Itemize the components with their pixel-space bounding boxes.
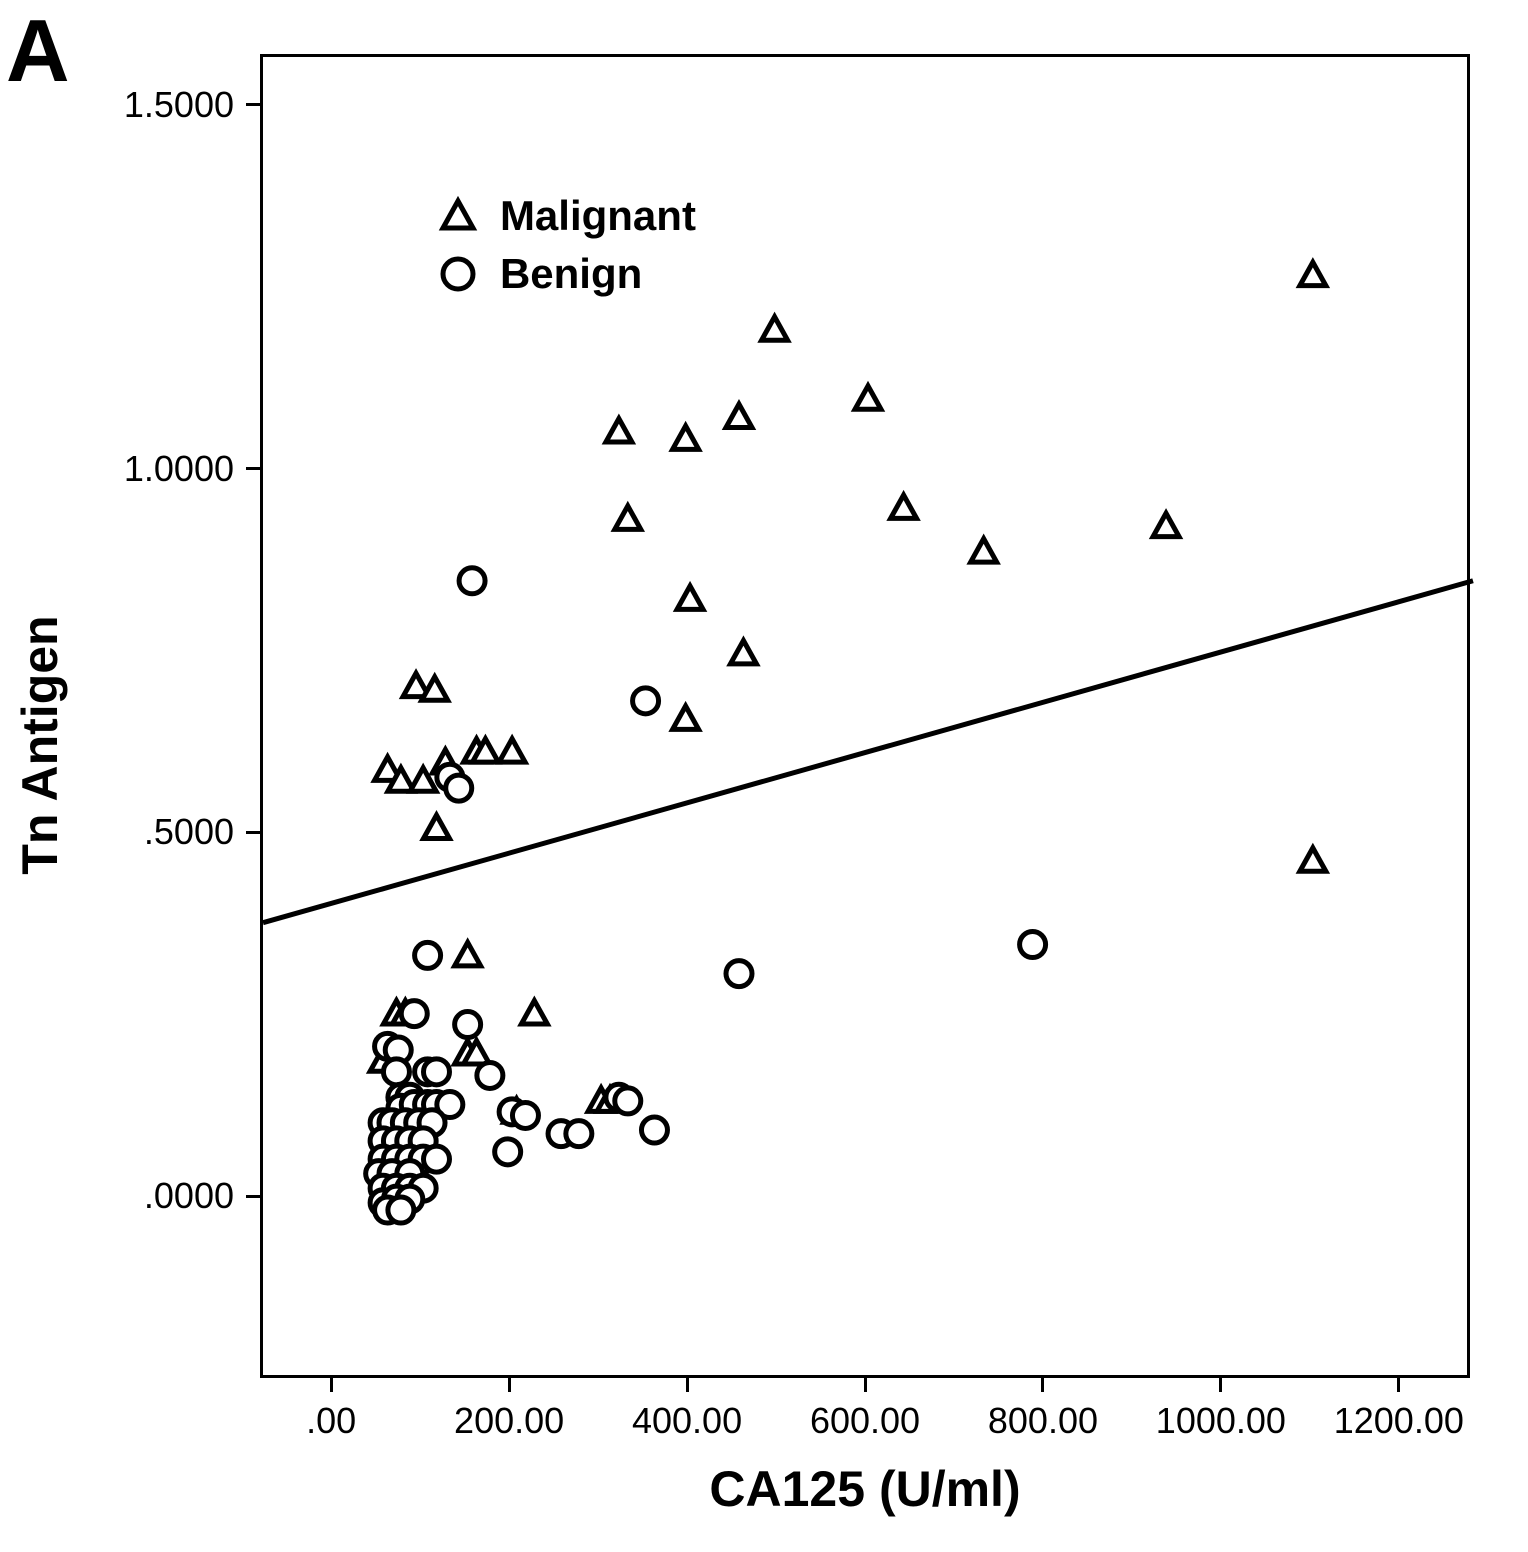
point-malignant (673, 706, 699, 729)
y-tick (246, 1195, 260, 1198)
point-malignant (726, 404, 752, 427)
point-benign (401, 1001, 427, 1027)
point-malignant (677, 586, 703, 609)
point-malignant (606, 419, 632, 442)
point-benign (388, 1197, 414, 1223)
point-malignant (891, 495, 917, 518)
point-malignant (1153, 513, 1179, 536)
y-tick-label: .5000 (144, 811, 234, 853)
point-malignant (1300, 262, 1326, 285)
x-tick (1041, 1378, 1044, 1392)
legend-item: Malignant (438, 192, 696, 240)
x-tick-label: 400.00 (632, 1400, 742, 1442)
point-malignant (455, 942, 481, 965)
panel-label: A (6, 0, 70, 102)
point-benign (615, 1088, 641, 1114)
point-malignant (423, 815, 449, 838)
y-tick (246, 467, 260, 470)
point-benign (641, 1117, 667, 1143)
point-benign (383, 1059, 409, 1085)
point-benign (423, 1059, 449, 1085)
point-malignant (971, 539, 997, 562)
point-benign (477, 1062, 503, 1088)
x-tick-label: 800.00 (988, 1400, 1098, 1442)
x-tick (1397, 1378, 1400, 1392)
x-tick-label: 1000.00 (1156, 1400, 1286, 1442)
x-tick (864, 1378, 867, 1392)
y-tick (246, 103, 260, 106)
legend-label: Benign (500, 250, 642, 298)
legend-label: Malignant (500, 192, 696, 240)
point-benign (726, 961, 752, 987)
legend-item: Benign (438, 250, 696, 298)
point-benign (423, 1146, 449, 1172)
y-tick (246, 831, 260, 834)
point-benign (446, 775, 472, 801)
x-tick (508, 1378, 511, 1392)
legend-marker-circle-icon (438, 254, 478, 294)
y-tick-label: .0000 (144, 1175, 234, 1217)
point-benign (455, 1012, 481, 1038)
x-tick-label: .00 (306, 1400, 356, 1442)
legend-marker-triangle-icon (438, 196, 478, 236)
x-tick-label: 200.00 (454, 1400, 564, 1442)
x-tick (330, 1378, 333, 1392)
y-axis-title: Tn Antigen (11, 615, 69, 874)
x-tick-label: 600.00 (810, 1400, 920, 1442)
y-tick-label: 1.0000 (124, 448, 234, 490)
point-malignant (762, 317, 788, 340)
point-benign (1020, 932, 1046, 958)
point-benign (512, 1102, 538, 1128)
point-benign (566, 1121, 592, 1147)
x-tick-label: 1200.00 (1334, 1400, 1464, 1442)
point-benign (415, 942, 441, 968)
y-tick-label: 1.5000 (124, 84, 234, 126)
point-malignant (730, 641, 756, 664)
point-malignant (615, 506, 641, 529)
point-malignant (521, 1001, 547, 1024)
point-benign (633, 688, 659, 714)
point-malignant (499, 739, 525, 762)
point-malignant (855, 386, 881, 409)
x-axis-title: CA125 (U/ml) (709, 1460, 1020, 1518)
point-malignant (673, 426, 699, 449)
point-malignant (1300, 848, 1326, 871)
point-benign (495, 1139, 521, 1165)
x-tick (1219, 1378, 1222, 1392)
legend: Malignant Benign (438, 192, 696, 308)
x-tick (686, 1378, 689, 1392)
point-malignant (422, 677, 448, 700)
point-benign (459, 568, 485, 594)
